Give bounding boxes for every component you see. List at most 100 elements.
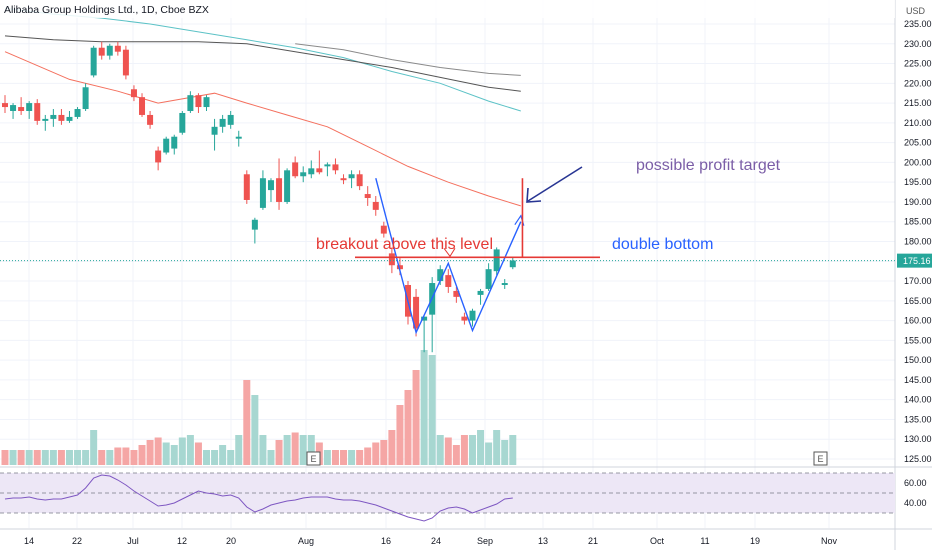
price-tick-label: 195.00 [904,177,932,187]
candle [2,95,8,113]
candle [130,85,137,102]
volume-bar [404,390,412,465]
volume-bars [1,350,517,465]
ma-slow-line [4,35,521,92]
svg-text:E: E [817,454,823,464]
volume-bar [396,405,404,465]
candle [501,279,508,289]
last-price-label: 175.16 [903,256,931,266]
price-tick-label: 190.00 [904,197,932,207]
volume-bar [291,432,299,465]
volume-bar [283,435,291,465]
volume-bar [444,437,452,465]
volume-bar [493,430,501,465]
time-tick-label: 11 [700,536,709,546]
time-tick-label: 22 [72,536,82,546]
target-arrow-head [526,187,542,203]
time-tick-label: Nov [821,536,838,546]
volume-bar [49,450,57,465]
volume-bar [243,380,251,465]
candle [267,178,274,202]
dividend-marker[interactable]: E [306,451,321,466]
time-axis[interactable]: 14 22 Jul 12 20 Aug 16 24 Sep 13 21 Oct 11 19 Nov [24,536,838,546]
candle [171,134,178,155]
time-tick-label: Aug [298,536,314,546]
time-tick-label: Sep [477,536,493,546]
candle [364,186,371,206]
volume-bar [194,442,202,465]
time-tick-label: Oct [650,536,665,546]
rsi-line [4,474,513,522]
volume-bar [259,435,267,465]
svg-text:E: E [310,454,316,464]
price-axis[interactable]: 125.00 130.00 135.00 140.00 145.00 150.00 155.… [0,19,932,464]
volume-bar [25,450,33,465]
volume-bar [501,440,509,465]
target-arrow [527,166,583,202]
volume-bar [219,445,227,465]
price-tick-label: 170.00 [904,276,932,286]
candle [74,107,81,119]
price-tick-label: 180.00 [904,237,932,247]
volume-bar [90,430,98,465]
price-tick-label: 215.00 [904,98,932,108]
earnings-marker[interactable]: E [813,451,828,466]
candle [10,103,17,119]
candle [477,288,484,305]
volume-bar [372,442,380,465]
candle [356,170,363,191]
volume-bar [340,450,348,465]
candle [509,257,516,270]
volume-bar [412,370,420,465]
candle [445,269,452,293]
price-tick-label: 225.00 [904,59,932,69]
volume-bar [211,450,219,465]
price-tick-label: 145.00 [904,375,932,385]
candle [332,158,339,175]
candle [259,170,266,210]
breakout-label: breakout above this level [316,236,493,253]
volume-bar [452,445,460,465]
price-tick-label: 185.00 [904,217,932,227]
time-tick-label: 19 [750,536,760,546]
candle [227,111,234,129]
price-tick-label: 150.00 [904,355,932,365]
candle [147,111,154,129]
symbol-title[interactable]: Alibaba Group Holdings Ltd., 1D, Cboe BZ… [4,4,209,16]
last-price-badge [897,253,932,268]
candle [98,41,105,60]
profit-target-label: possible profit target [636,157,781,174]
candle [122,45,129,80]
price-tick-label: 140.00 [904,395,932,405]
candle [18,97,25,115]
candle [58,109,65,125]
volume-bar [235,435,243,465]
volume-bar [9,450,17,465]
candle [139,93,146,117]
time-tick-label: 16 [381,536,391,546]
time-tick-label: 13 [538,536,548,546]
price-tick-label: 210.00 [904,118,932,128]
volume-bar [356,450,364,465]
candle [203,95,210,111]
volume-bar [57,450,65,465]
candle [163,136,170,155]
candle [453,286,460,303]
volume-bar [364,447,372,465]
time-tick-label: 12 [177,536,187,546]
candle [388,247,395,274]
volume-bar [436,435,444,465]
price-tick-label: 200.00 [904,157,932,167]
volume-bar [477,430,485,465]
price-tick-label: 235.00 [904,19,932,29]
candle [340,174,347,185]
volume-bar [17,450,25,465]
candle [380,221,387,238]
double-bottom-pattern [375,178,522,335]
candle [348,170,355,189]
volume-bar [388,430,396,465]
volume-bar [154,437,162,465]
candle [82,83,89,111]
ma-fast-line [4,51,521,207]
